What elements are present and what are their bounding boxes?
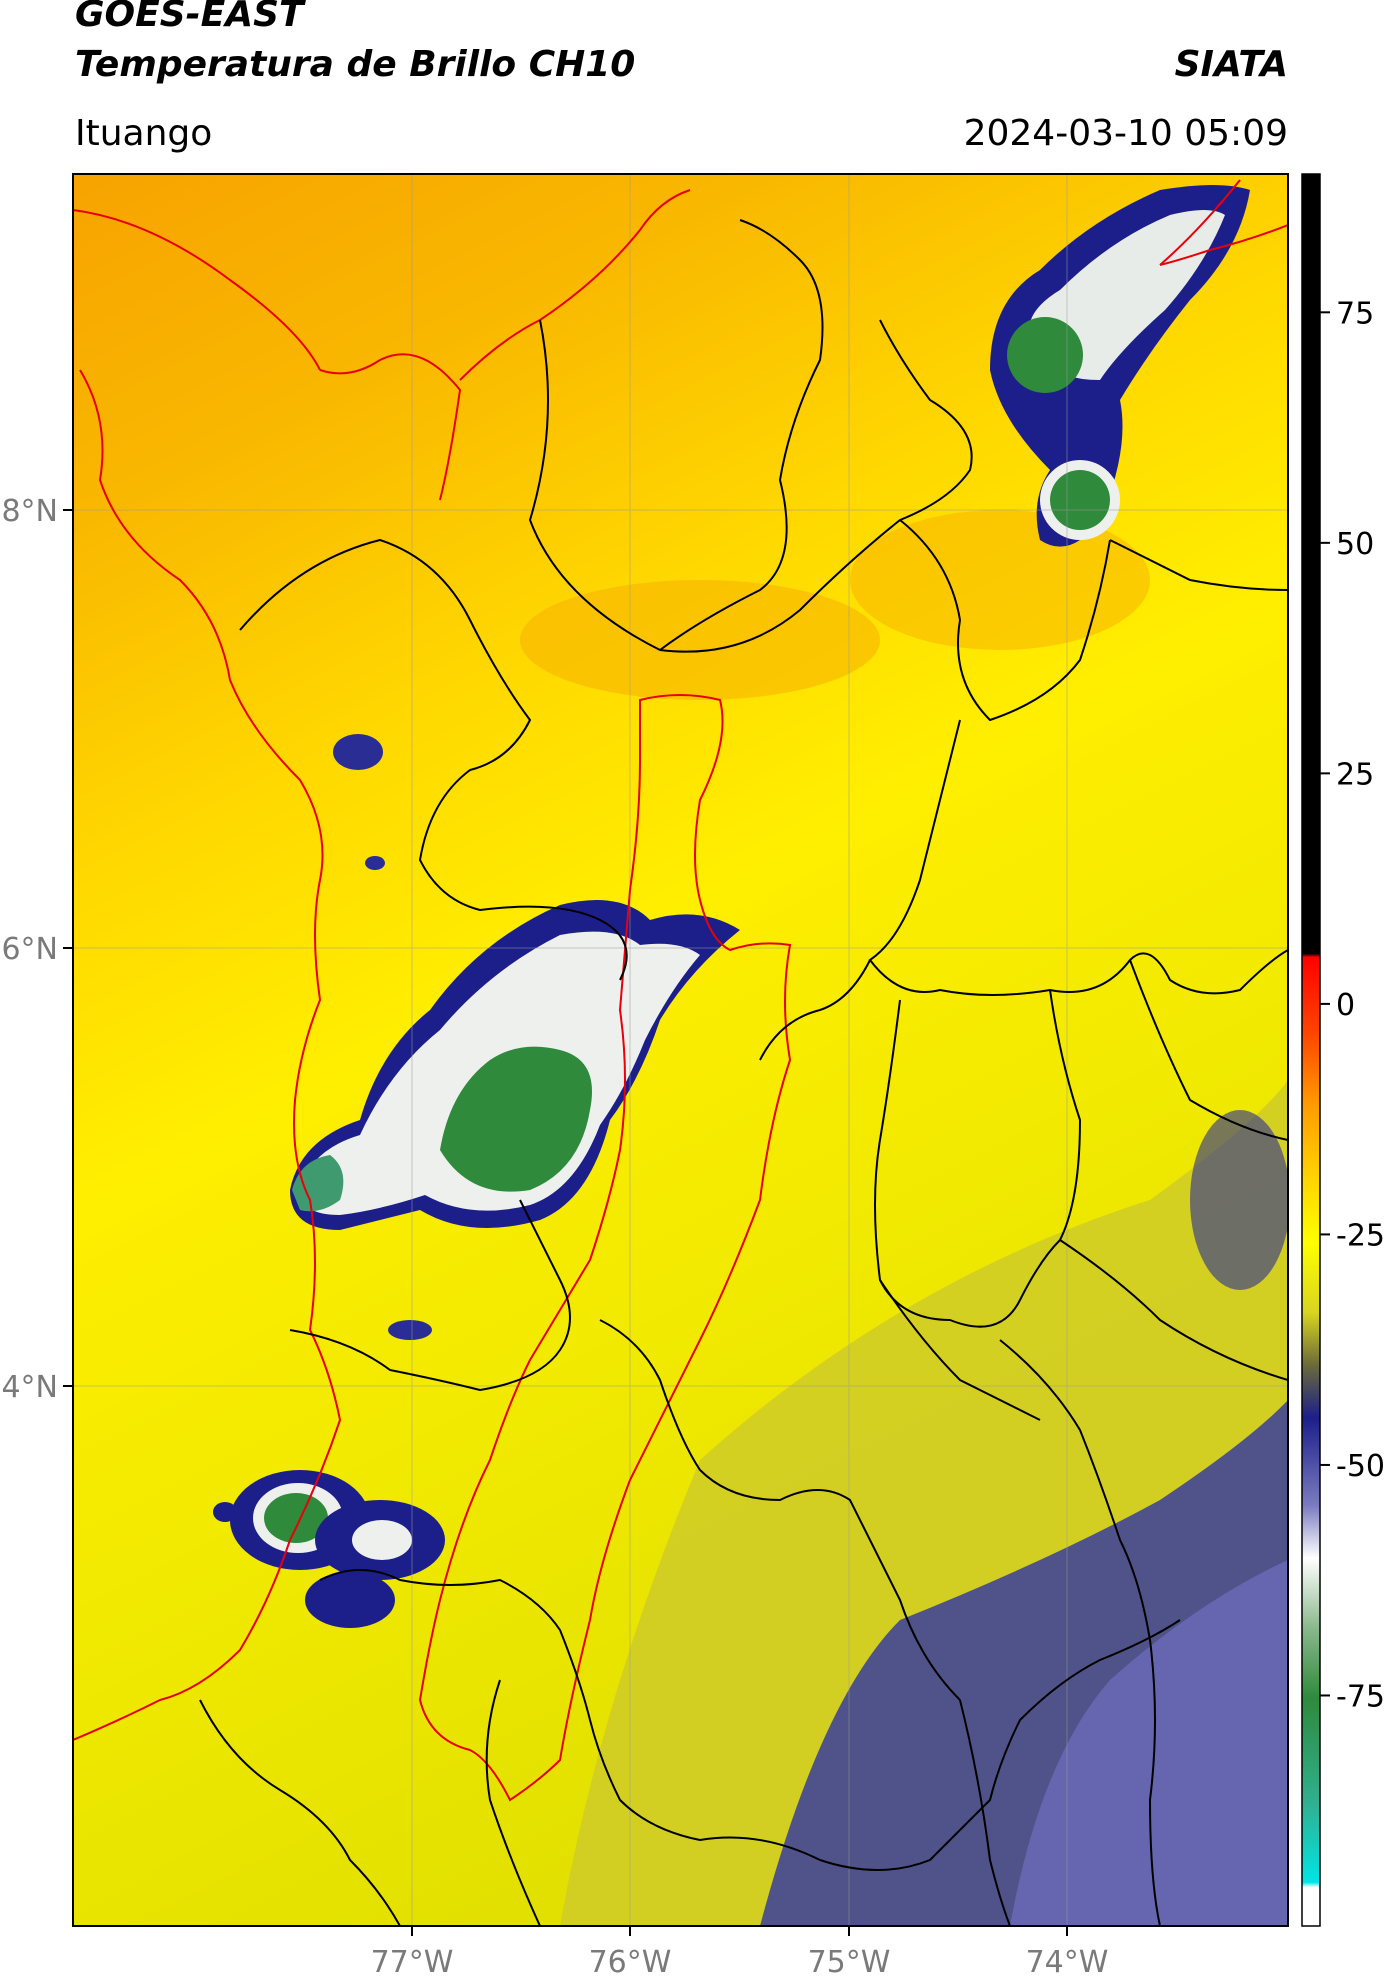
cloud-small	[333, 734, 383, 770]
lat-tick-label: 4°N	[1, 1370, 58, 1405]
coastline	[73, 209, 342, 1741]
lon-tick-label: 74°W	[1026, 1945, 1109, 1980]
lon-tick-label: 77°W	[371, 1945, 454, 1980]
department-borders	[199, 219, 1288, 1926]
warm-patch	[520, 580, 880, 700]
title-product: Temperatura de Brillo CH10	[75, 44, 636, 85]
cloud-southwest-outer-3	[305, 1572, 395, 1628]
colorbar-tick-label: -75	[1336, 1679, 1384, 1714]
lat-tick-label: 6°N	[1, 932, 58, 967]
cloud-northeast-lower-core	[1050, 470, 1110, 530]
axis-ticks	[63, 509, 1068, 1936]
lon-tick-label: 76°W	[589, 1945, 672, 1980]
cloud-small	[388, 1320, 432, 1340]
gridlines	[73, 174, 1288, 1926]
cloud-southwest-core	[264, 1493, 328, 1543]
cloud-southwest-white-2	[352, 1520, 412, 1560]
colorbar-tick-label: -50	[1336, 1449, 1384, 1484]
convective-cloud-core	[440, 1046, 592, 1192]
map-frame	[72, 173, 1289, 1927]
colorbar-tick-label: 25	[1336, 757, 1374, 792]
basin-boundary	[418, 694, 792, 1802]
location-label: Ituango	[75, 113, 213, 154]
lat-tick-label: 8°N	[1, 494, 58, 529]
title-satellite: GOES-EAST	[75, 0, 304, 35]
colorbar	[1301, 173, 1321, 1927]
colorbar-tick-label: -25	[1336, 1218, 1384, 1253]
coastline-gulf	[319, 189, 691, 501]
cloud-patch	[1190, 1110, 1288, 1290]
cloud-northeast-core	[1007, 317, 1083, 393]
lon-tick-label: 75°W	[808, 1945, 891, 1980]
convective-cloud-core-west	[292, 1155, 344, 1212]
organization-label: SIATA	[1174, 44, 1288, 85]
country-border-northeast	[1159, 179, 1288, 266]
colorbar-tick-label: 75	[1336, 296, 1374, 331]
cloud-band-southeast-core	[1010, 1560, 1288, 1926]
map-panel	[73, 174, 1288, 1926]
cloud-small	[213, 1502, 237, 1522]
cloud-small	[365, 856, 385, 870]
colorbar-tick-label: 0	[1336, 988, 1355, 1023]
colorbar-ticks: 75 50 25 0 -25 -50 -75	[1320, 296, 1384, 1714]
datetime-label: 2024-03-10 05:09	[963, 113, 1288, 154]
colorbar-tick-label: 50	[1336, 527, 1374, 562]
